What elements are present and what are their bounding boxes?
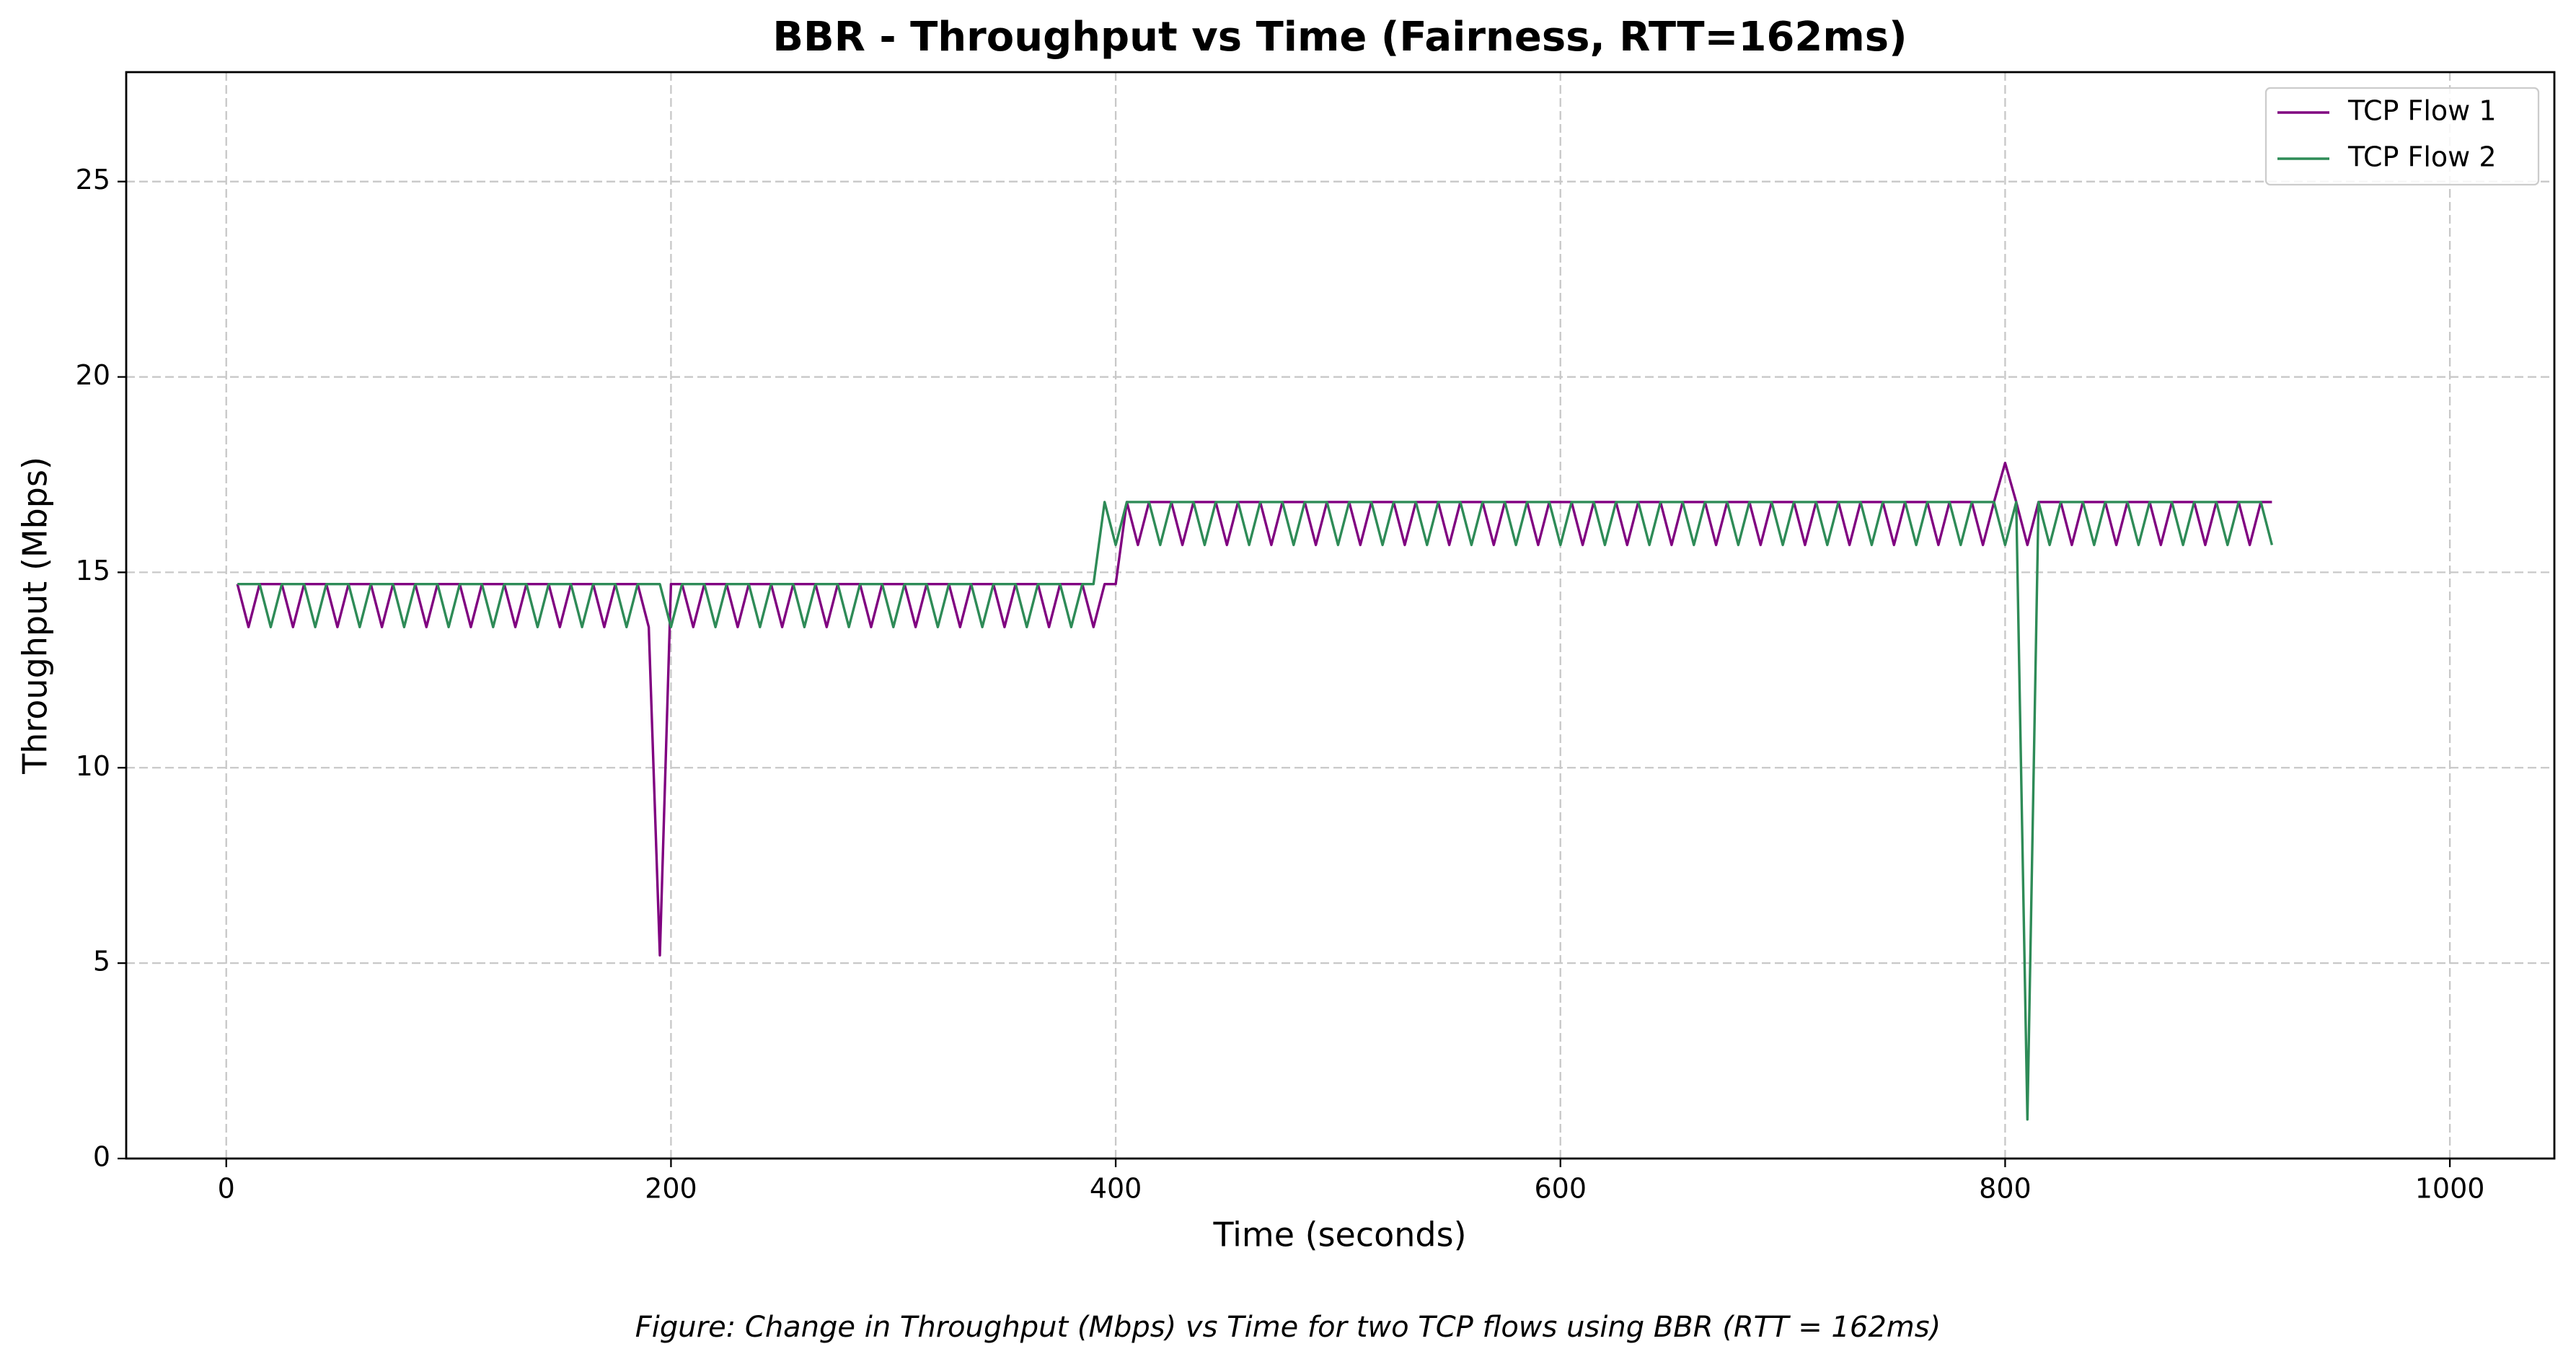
y-tick-label: 15 [76, 555, 110, 586]
y-tick-label: 20 [76, 359, 110, 391]
x-tick-label: 1000 [2415, 1173, 2485, 1205]
x-tick-label: 800 [1979, 1173, 2032, 1205]
x-tick-label: 0 [218, 1173, 235, 1205]
plot-lines [236, 462, 2274, 1121]
series-line [236, 462, 2272, 957]
legend-box [2264, 87, 2540, 186]
caption: Figure: Change in Throughput (Mbps) vs T… [635, 1311, 1941, 1344]
series-line [237, 501, 2274, 1121]
y-tick-label: 10 [76, 750, 110, 782]
y-tick-label: 5 [93, 946, 110, 977]
x-axis-label: Time (seconds) [1212, 1216, 1466, 1254]
legend-label: TCP Flow 1 [2347, 95, 2497, 127]
legend: TCP Flow 1 TCP Flow 2 [2264, 87, 2540, 186]
x-tick-label: 200 [645, 1173, 697, 1205]
legend-label: TCP Flow 2 [2347, 141, 2497, 173]
y-tick-label: 0 [93, 1141, 110, 1173]
chart-title: BBR - Throughput vs Time (Fairness, RTT=… [772, 14, 1907, 61]
x-tick-label: 400 [1090, 1173, 1142, 1205]
plot-frame [125, 71, 2556, 1160]
y-axis-label: Throughput (Mbps) [16, 457, 55, 775]
y-tick-label: 25 [76, 164, 110, 195]
x-tick-label: 600 [1534, 1173, 1587, 1205]
